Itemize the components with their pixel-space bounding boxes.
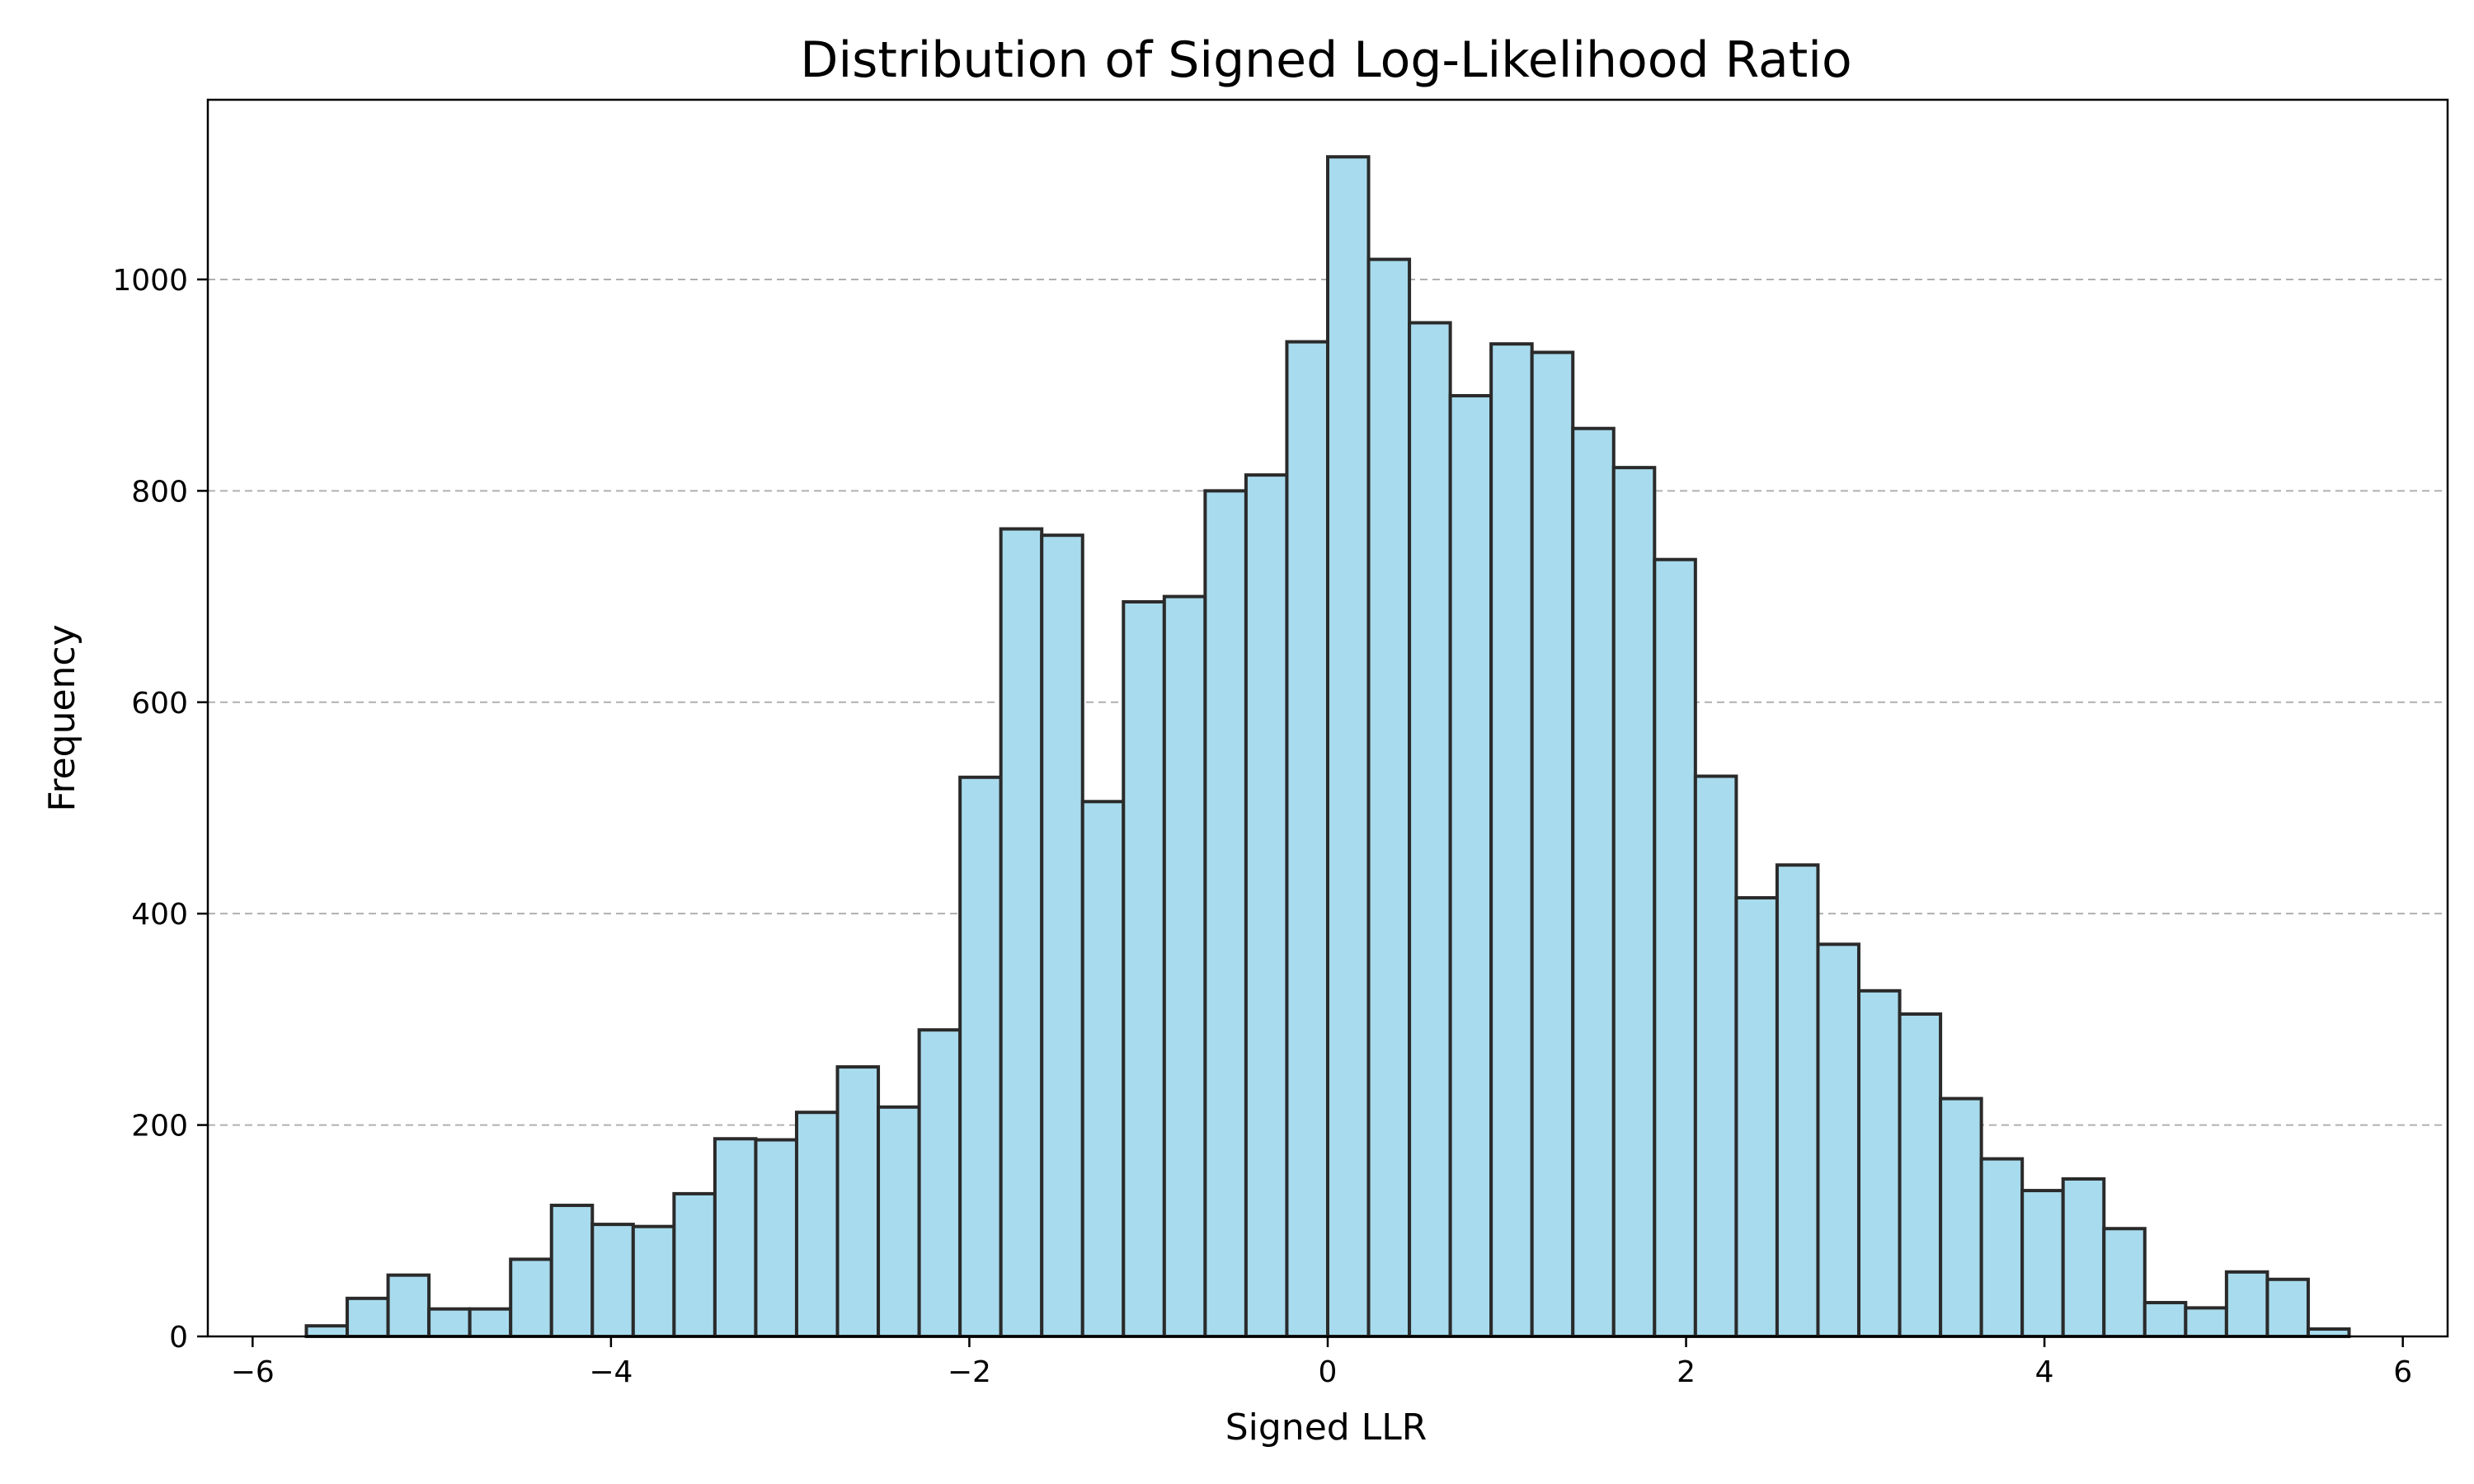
x-axis-ticks: −6 −4 −2 0 2 4 6 <box>231 1336 2412 1389</box>
histogram-bar <box>549 1204 595 1338</box>
histogram-bar <box>1693 774 1738 1338</box>
histogram-bar <box>835 1065 881 1338</box>
histogram-bar <box>1611 466 1657 1339</box>
histogram-bar <box>2061 1176 2106 1338</box>
histogram-bar <box>2184 1306 2228 1339</box>
histogram-bars <box>304 155 2351 1339</box>
x-tick-label: −4 <box>589 1355 633 1389</box>
histogram-bar <box>1898 1012 1943 1338</box>
histogram-bar <box>754 1138 798 1338</box>
histogram-bar <box>1203 489 1248 1338</box>
histogram-bar <box>2142 1300 2188 1339</box>
histogram-bar <box>1122 599 1166 1338</box>
y-tick-label: 800 <box>131 475 188 509</box>
y-tick-label: 600 <box>131 687 188 721</box>
histogram-bar <box>509 1257 553 1339</box>
histogram-bar <box>1366 257 1412 1339</box>
histogram-bar <box>2224 1270 2269 1339</box>
x-tick-label: −2 <box>948 1355 991 1389</box>
histogram-bar <box>672 1191 717 1339</box>
histogram-bar <box>1080 800 1126 1338</box>
histogram-bar <box>1939 1097 1983 1338</box>
y-tick-label: 400 <box>131 898 188 932</box>
histogram-bar <box>1448 393 1493 1338</box>
histogram-bar <box>427 1307 472 1338</box>
histogram-bar <box>917 1028 962 1338</box>
histogram-bar <box>1408 321 1452 1338</box>
histogram-bar <box>468 1307 513 1338</box>
histogram-bar <box>794 1111 840 1338</box>
histogram-bar <box>1162 594 1207 1338</box>
histogram-bar <box>2020 1189 2065 1338</box>
histogram-bar <box>1244 473 1289 1339</box>
y-axis-label: Frequency <box>41 624 83 811</box>
histogram-bar <box>1040 533 1084 1338</box>
histogram-bar <box>631 1224 676 1338</box>
histogram-bar <box>1489 342 1534 1339</box>
histogram-bar <box>1571 426 1616 1339</box>
histogram-bar <box>877 1105 921 1339</box>
histogram-bar <box>713 1137 758 1339</box>
x-tick-label: −6 <box>231 1355 275 1389</box>
histogram-bar <box>346 1296 390 1339</box>
histogram-bar <box>1857 989 1902 1339</box>
histogram-bar <box>2265 1277 2310 1339</box>
histogram-bar <box>958 775 1003 1338</box>
x-tick-label: 6 <box>2393 1355 2412 1389</box>
histogram-bar <box>590 1223 635 1338</box>
histogram-bar <box>1653 557 1697 1338</box>
y-tick-label: 0 <box>169 1321 188 1355</box>
x-tick-label: 4 <box>2035 1355 2054 1389</box>
x-tick-label: 0 <box>1319 1355 1338 1389</box>
histogram-bar <box>1816 942 1861 1339</box>
x-axis-label: Signed LLR <box>1225 1407 1427 1449</box>
chart-title: Distribution of Signed Log-Likelihood Ra… <box>800 31 1851 89</box>
histogram-bar <box>1979 1157 2025 1338</box>
x-tick-label: 2 <box>1677 1355 1696 1389</box>
histogram-bar <box>386 1273 431 1338</box>
histogram-bar <box>1734 895 1779 1338</box>
y-tick-label: 200 <box>131 1110 188 1144</box>
histogram-bar <box>1326 155 1371 1339</box>
y-tick-label: 1000 <box>112 264 188 298</box>
histogram-bar <box>304 1324 350 1338</box>
histogram-bar <box>1775 863 1820 1338</box>
histogram-bar <box>1285 340 1330 1339</box>
histogram-bar <box>999 527 1044 1338</box>
histogram-bar <box>2102 1227 2147 1338</box>
histogram-bar <box>1530 350 1575 1338</box>
histogram-bar <box>2306 1327 2351 1338</box>
y-axis-ticks: 0 200 400 600 800 1000 <box>112 264 208 1355</box>
